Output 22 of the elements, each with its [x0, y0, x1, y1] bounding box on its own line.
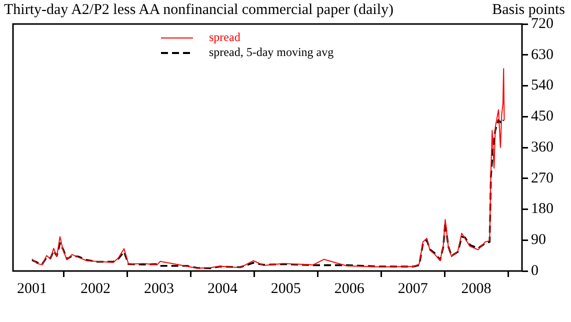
legend-label: spread — [209, 30, 240, 44]
x-tick-label: 2004 — [207, 280, 238, 297]
y-axis-title: Basis points — [492, 2, 565, 18]
x-tick-label: 2003 — [144, 280, 174, 297]
y-tick-label: 360 — [531, 139, 554, 156]
y-tick-label: 720 — [531, 16, 554, 32]
x-tick-label: 2006 — [334, 280, 365, 297]
x-tick-label: 2002 — [80, 280, 111, 297]
y-tick-label: 180 — [531, 201, 554, 218]
legend-label: spread, 5-day moving avg — [209, 45, 334, 60]
chart-title: Thirty-day A2/P2 less AA nonfinancial commercial paper (daily) — [4, 2, 394, 19]
y-tick-label: 450 — [531, 108, 554, 125]
x-tick-label: 2001 — [17, 280, 48, 297]
y-tick-label: 540 — [531, 78, 554, 94]
line-series — [31, 119, 504, 270]
x-tick-label: 2008 — [461, 280, 492, 297]
y-tick-label: 90 — [531, 232, 546, 248]
y-tick-label: 630 — [531, 46, 554, 63]
y-tick-label: 0 — [531, 262, 538, 279]
x-tick-label: 2005 — [270, 280, 301, 297]
y-tick-label: 270 — [531, 170, 554, 186]
x-tick-label: 2007 — [398, 280, 428, 297]
